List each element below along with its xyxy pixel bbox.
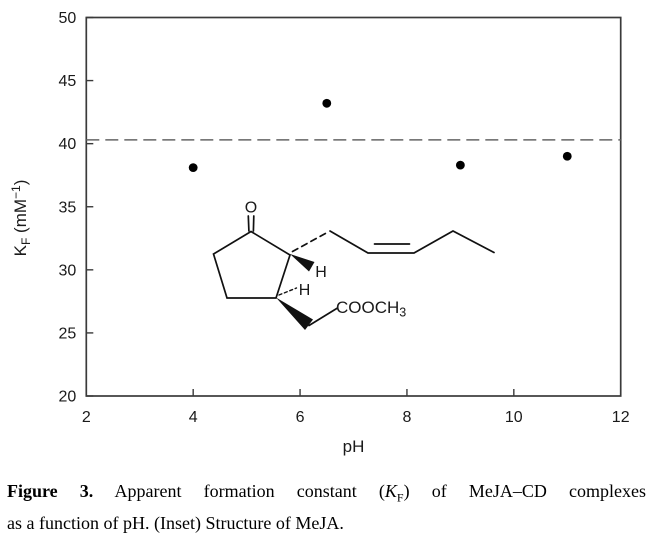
caption-kf-sub: F [396,490,404,505]
caption-text: ) of MeJA–CD complexes [403,481,646,501]
stereo-dash-bond-h [278,287,298,296]
y-tick-label: 30 [59,262,77,279]
y-tick-label: 50 [59,10,77,27]
ester-main: COOCH [336,298,399,317]
y-label-open: (mM [11,199,30,238]
caption-figure-label: Figure 3. [7,481,94,501]
caption-text: Apparent formation constant ( [93,481,385,501]
y-axis-label: KF (mM−1) [9,180,33,257]
x-tick-label: 8 [402,409,411,426]
ester-sub: 3 [399,306,406,320]
x-axis-ticks: 2 4 6 8 10 12 [82,389,630,426]
stereo-dash-bond-chain [291,230,330,253]
cyclopentanone-ring [212,230,292,299]
x-tick-label: 6 [296,409,305,426]
pentenyl-side-chain [329,230,495,254]
x-tick-label: 12 [612,409,630,426]
x-tick-label: 4 [189,409,198,426]
y-label-sup: −1 [9,185,23,199]
y-tick-label: 35 [59,199,77,216]
x-axis-label: pH [343,437,365,456]
h-top-label: H [315,264,327,281]
x-tick-label: 10 [505,409,523,426]
caption-line-2: as a function of pH. (Inset) Structure o… [7,512,344,533]
y-label-sub-f: F [19,238,33,245]
y-tick-label: 20 [59,389,77,406]
data-point [562,151,572,161]
y-tick-label: 25 [59,325,77,342]
ester-bond [308,307,339,327]
data-points [188,98,572,173]
wedge-bond-h-top [290,254,315,272]
wedge-bond-ester [276,297,313,330]
h-bottom-label: H [299,282,311,299]
meja-structure-inset: O H H COOCH3 [212,200,495,330]
x-tick-label: 2 [82,409,91,426]
carbonyl-double-bond [247,215,250,232]
ester-group-label: COOCH3 [336,298,406,320]
data-point [188,163,198,173]
plot-frame [85,16,622,397]
ketone-oxygen-label: O [245,200,257,217]
figure-caption: Figure 3. Apparent formation constant (K… [7,479,646,536]
y-tick-label: 45 [59,73,77,90]
y-label-k: K [11,244,30,256]
kf-vs-ph-chart: 2 4 6 8 10 12 20 25 30 35 40 45 50 pH KF (mM−1) O H… [9,10,630,456]
data-point [455,160,465,170]
y-label-close: ) [11,180,30,186]
caption-kf-italic: K [384,481,397,501]
y-tick-label: 40 [59,136,77,153]
y-axis-ticks: 20 25 30 35 40 45 50 [59,10,94,406]
caption-line-1: Figure 3. Apparent formation constant (K… [7,479,646,511]
data-point [322,98,332,108]
